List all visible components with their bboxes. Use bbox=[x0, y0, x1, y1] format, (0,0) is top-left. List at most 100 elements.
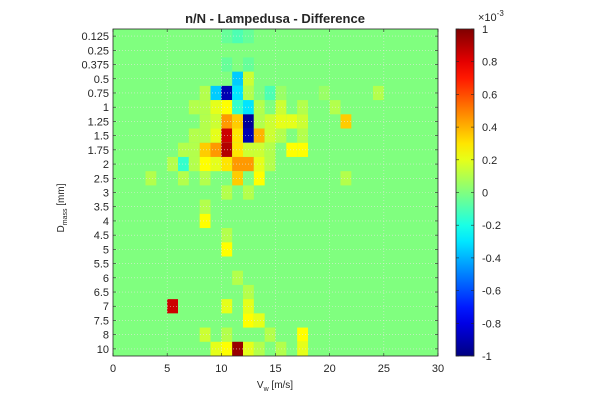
heatmap-cell bbox=[253, 100, 265, 115]
heatmap-cell bbox=[221, 228, 233, 243]
heatmap-cell bbox=[264, 327, 276, 342]
y-tick-label: 1.25 bbox=[88, 116, 109, 128]
y-tick-label: 5 bbox=[103, 244, 109, 256]
chart-title: n/N - Lampedusa - Difference bbox=[185, 11, 365, 26]
heatmap-cell bbox=[167, 156, 178, 172]
colorbar-tick-label: -0.4 bbox=[482, 253, 501, 265]
x-tick-label: 0 bbox=[110, 363, 116, 375]
colorbar-tick-label: -0.8 bbox=[482, 318, 501, 330]
colorbar-tick-label: 0.2 bbox=[482, 155, 497, 167]
y-tick-label: 0.5 bbox=[94, 74, 109, 86]
heatmap-cell bbox=[264, 156, 276, 172]
colorbar-tick-label: -0.6 bbox=[482, 286, 501, 298]
heatmap-cell bbox=[232, 171, 243, 186]
y-axis-label-sub: mass bbox=[62, 208, 69, 225]
heatmap-cell bbox=[318, 85, 330, 101]
heatmap-cell bbox=[221, 341, 233, 356]
heatmap-cell bbox=[199, 213, 211, 229]
y-tick-label: 5.5 bbox=[94, 259, 109, 271]
heatmap-cell bbox=[199, 128, 211, 143]
heatmap-cell bbox=[253, 128, 265, 143]
colorbar-tick-label: 1 bbox=[482, 24, 488, 36]
heatmap-cell bbox=[221, 327, 233, 342]
y-tick-label: 4.5 bbox=[94, 230, 109, 242]
colorbar-tick-label: 0.8 bbox=[482, 57, 497, 69]
colorbar-exponent: ×10-3 bbox=[478, 9, 504, 24]
heatmap-cell bbox=[145, 171, 157, 186]
y-tick-label: 1.5 bbox=[94, 131, 109, 143]
heatmap-cell bbox=[199, 100, 211, 115]
heatmap-cell bbox=[221, 142, 233, 157]
heatmap-cell bbox=[253, 142, 265, 157]
heatmap-cell bbox=[264, 85, 276, 101]
heatmap-cell bbox=[286, 114, 298, 129]
heatmap-cell bbox=[286, 142, 298, 157]
y-tick-label: 6 bbox=[103, 273, 109, 285]
heatmap-cell bbox=[221, 128, 233, 143]
heatmap-cell bbox=[275, 85, 287, 101]
heatmap-cell bbox=[275, 128, 287, 143]
y-tick-label: 3 bbox=[103, 188, 109, 200]
heatmap-cell bbox=[232, 114, 243, 129]
heatmap-cell bbox=[167, 299, 178, 314]
colorbar-exponent-base: ×10 bbox=[478, 12, 497, 24]
heatmap-cell bbox=[253, 171, 265, 186]
y-tick-label: 1 bbox=[103, 102, 109, 114]
heatmap-cell bbox=[199, 85, 211, 101]
colorbar-tick-label: -1 bbox=[482, 351, 492, 363]
heatmap-cell bbox=[253, 341, 265, 356]
heatmap-cell bbox=[275, 100, 287, 115]
heatmap-cell bbox=[340, 114, 352, 129]
x-tick-label: 30 bbox=[432, 363, 444, 375]
y-axis-label-main: D bbox=[56, 225, 67, 232]
heatmap-cell bbox=[221, 85, 233, 101]
y-tick-label: 2.5 bbox=[94, 173, 109, 185]
heatmap-cell bbox=[221, 185, 233, 200]
axes bbox=[112, 28, 439, 357]
heatmap-cell bbox=[178, 142, 189, 157]
y-axis-label: Dmass [mm] bbox=[56, 183, 69, 232]
y-tick-label: 1.75 bbox=[88, 145, 109, 157]
y-tick-label: 0.75 bbox=[88, 88, 109, 100]
y-axis-label-unit: [mm] bbox=[56, 183, 67, 208]
y-tick-label: 6.5 bbox=[94, 287, 109, 299]
colorbar-exponent-power: -3 bbox=[497, 9, 505, 18]
y-tick-label: 0.375 bbox=[81, 60, 109, 72]
heatmap-cell bbox=[199, 142, 211, 157]
heatmap-cell bbox=[232, 270, 243, 285]
heatmap-cell bbox=[232, 85, 243, 101]
x-tick-label: 25 bbox=[378, 363, 390, 375]
heatmap-cell bbox=[221, 242, 233, 257]
heatmap-cell bbox=[264, 128, 276, 143]
heatmap-cell bbox=[253, 156, 265, 172]
colorbar-tick-label: 0.6 bbox=[482, 89, 497, 101]
y-tick-label: 7 bbox=[103, 301, 109, 313]
heatmap-cell bbox=[178, 156, 189, 172]
x-tick-label: 20 bbox=[324, 363, 336, 375]
heatmap-cell bbox=[232, 156, 243, 172]
heatmap-cell bbox=[253, 114, 265, 129]
x-axis-label-main: V bbox=[257, 380, 264, 391]
x-axis-label-unit: [m/s] bbox=[269, 380, 294, 391]
colorbar: 1 0.8 0.6 0.4 0.2 0 -0.2 -0.4 -0.6 -0.8 -1 bbox=[455, 24, 501, 363]
x-axis-label: Vw [m/s] bbox=[257, 380, 293, 393]
x-tick-label: 10 bbox=[215, 363, 227, 375]
heatmap-cell bbox=[232, 100, 243, 115]
heatmap-cell bbox=[221, 57, 233, 72]
heatmap-cell bbox=[199, 114, 211, 129]
x-tick-label: 5 bbox=[164, 363, 170, 375]
y-tick-label: 8 bbox=[103, 330, 109, 342]
heatmap-cell bbox=[232, 29, 243, 44]
heatmap-cell bbox=[275, 341, 287, 356]
heatmap-cell bbox=[221, 114, 233, 129]
heatmap-cell bbox=[373, 85, 384, 101]
y-tick-label: 0.25 bbox=[88, 45, 109, 57]
heatmap-cell bbox=[199, 199, 211, 214]
heatmap-cell bbox=[253, 313, 265, 328]
grid-lines bbox=[113, 29, 438, 356]
heatmap-cell bbox=[221, 299, 233, 314]
heatmap-cell bbox=[221, 100, 233, 115]
y-tick-label: 4 bbox=[103, 216, 109, 228]
